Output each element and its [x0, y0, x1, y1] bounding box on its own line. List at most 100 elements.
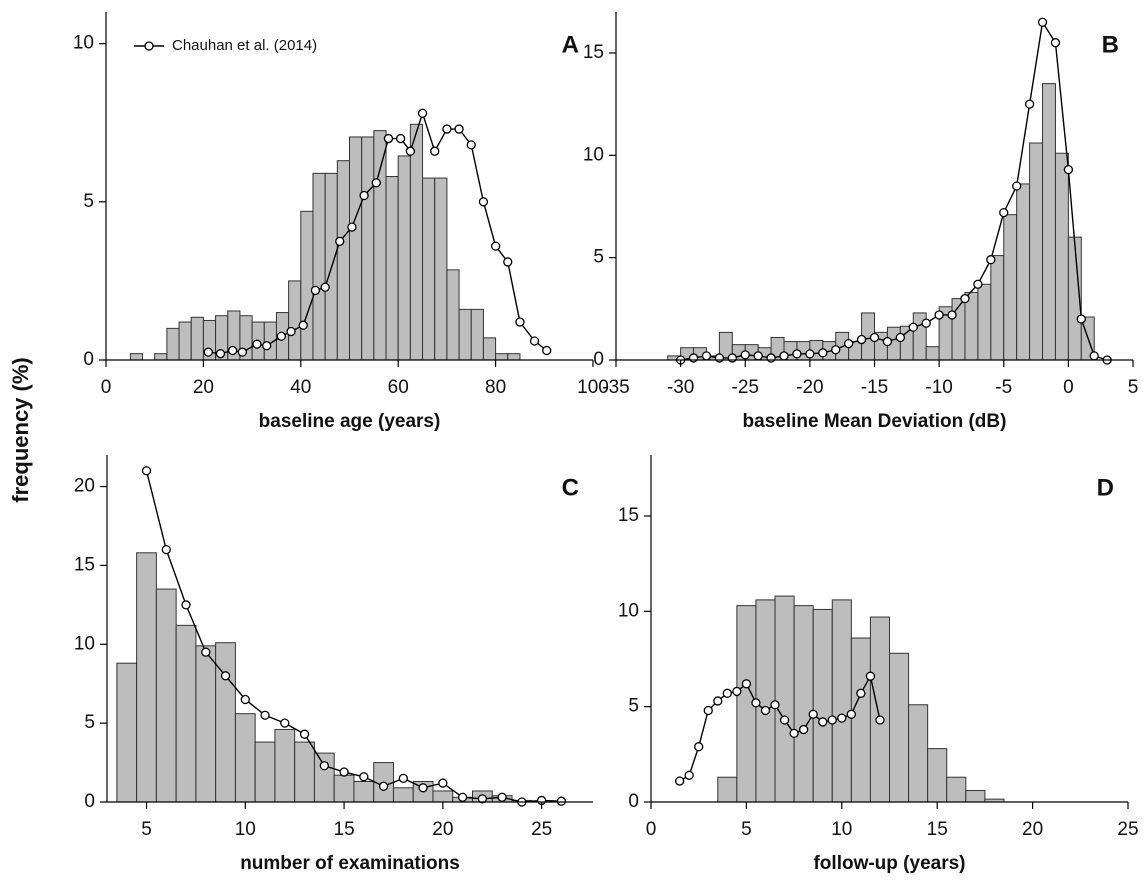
histogram-bar [353, 780, 375, 803]
line-marker [477, 794, 488, 804]
line-marker [674, 776, 685, 786]
histogram-bar [178, 321, 192, 361]
x-tick-label: 0 [1063, 377, 1074, 398]
x-tick-label: 0 [101, 377, 112, 398]
x-axis-label: follow-up (years) [813, 853, 965, 874]
line-marker [741, 679, 752, 689]
line-marker [181, 600, 191, 610]
line-marker [947, 310, 957, 320]
histogram-bar [1054, 152, 1069, 361]
line-marker [237, 347, 248, 357]
line-marker [856, 334, 867, 345]
histogram-bar [965, 790, 986, 803]
histogram-bar [234, 713, 256, 803]
histogram-bar [495, 353, 509, 361]
line-marker [727, 353, 737, 363]
x-tick-label: -30 [667, 377, 694, 398]
histogram-bar [831, 599, 852, 803]
line-marker [934, 310, 944, 320]
histogram-bar [313, 752, 335, 803]
y-tick-label: 20 [74, 476, 95, 497]
histogram-bar [458, 308, 472, 361]
histogram-bar [927, 748, 948, 803]
y-tick-label: 0 [593, 349, 604, 370]
line-marker [1050, 38, 1061, 48]
line-marker [831, 345, 841, 355]
line-marker [442, 124, 452, 134]
line-marker [766, 353, 776, 363]
line-marker [201, 647, 211, 657]
histogram-bar [373, 130, 387, 361]
x-tick-label: 0 [646, 819, 657, 840]
line-marker [141, 466, 152, 476]
line-marker [457, 792, 468, 802]
y-tick-label: 0 [84, 791, 95, 812]
histogram-bar [288, 280, 302, 361]
line-marker [760, 705, 771, 716]
x-tick-label: 20 [1022, 819, 1043, 840]
line-marker [753, 351, 763, 361]
histogram-bar [312, 172, 326, 361]
line-marker [827, 715, 837, 725]
line-marker [770, 700, 780, 710]
line-marker [335, 236, 345, 247]
line-marker [844, 338, 854, 349]
x-tick-label: -10 [925, 377, 952, 398]
histogram-bar [446, 269, 460, 361]
line-marker [252, 339, 262, 349]
histogram-bar [869, 616, 890, 803]
histogram-bar [361, 136, 375, 361]
line-marker [378, 781, 389, 791]
x-tick-label: 25 [1117, 819, 1138, 840]
line-marker [395, 133, 406, 144]
histogram-bar [946, 776, 967, 803]
x-tick-label: 10 [235, 819, 256, 840]
line-marker [798, 724, 809, 735]
line-marker [789, 728, 799, 739]
histogram-bar [166, 327, 180, 361]
line-marker [515, 317, 525, 327]
histogram-bar [397, 155, 411, 361]
x-tick-label: -25 [732, 377, 759, 398]
line-marker [319, 761, 329, 771]
legend-marker [144, 41, 154, 51]
histogram-bar [1042, 83, 1056, 361]
line-marker [740, 350, 750, 360]
histogram-bar [774, 595, 795, 803]
line-marker [320, 282, 330, 292]
line-marker [286, 326, 296, 337]
x-tick-label: 40 [290, 377, 311, 398]
line-marker [542, 345, 552, 356]
line-marker [694, 742, 704, 752]
line-marker [347, 222, 357, 232]
line-marker [215, 349, 226, 359]
line-marker [418, 783, 428, 793]
histogram-bar [336, 160, 351, 361]
x-tick-label: 5 [141, 819, 152, 840]
histogram-bar [812, 608, 833, 803]
line-marker [1089, 351, 1099, 361]
line-marker [298, 320, 308, 330]
line-marker [383, 133, 394, 144]
histogram-bar [154, 353, 168, 361]
line-marker [1063, 164, 1074, 175]
y-tick-label: 5 [84, 712, 95, 733]
x-axis-label: number of examinations [240, 853, 460, 874]
y-tick-label: 0 [83, 349, 94, 370]
line-marker [818, 348, 828, 358]
line-series [680, 20, 1108, 361]
histogram-bar [349, 136, 363, 361]
histogram-bar [434, 177, 448, 361]
x-tick-label: 10 [831, 819, 852, 840]
line-marker [466, 140, 476, 150]
histogram-bar [333, 774, 355, 803]
line-marker [438, 778, 448, 788]
histogram-bar [850, 637, 871, 803]
line-marker [908, 322, 918, 332]
line-marker [490, 241, 501, 251]
line-marker [808, 709, 818, 719]
legend-label: Chauhan et al. (2014) [172, 37, 317, 54]
y-tick-label: 0 [628, 791, 639, 812]
line-marker [865, 671, 876, 681]
y-tick-label: 5 [628, 696, 639, 717]
